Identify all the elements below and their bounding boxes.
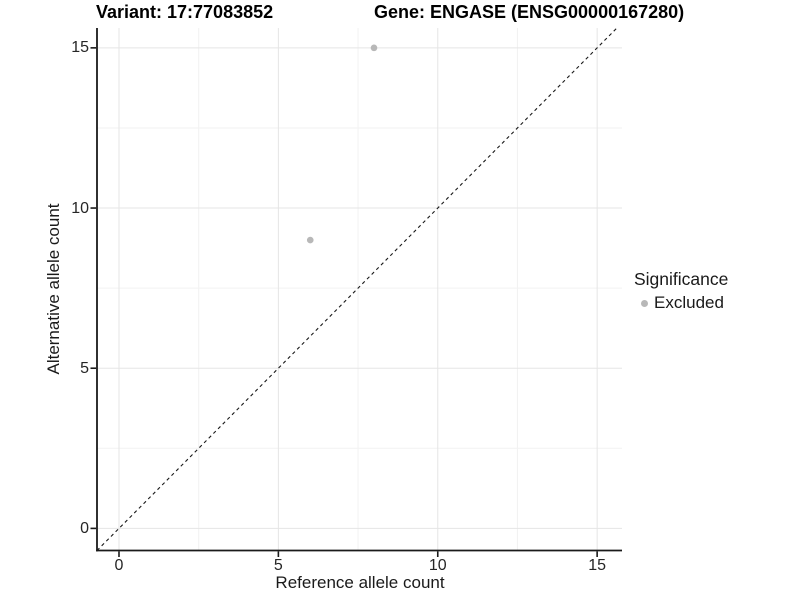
x-axis-label-wrap: Reference allele count (275, 572, 444, 594)
y-tick-label: 0 (80, 519, 89, 537)
x-tick-label: 15 (588, 557, 607, 574)
data-point (306, 236, 314, 244)
x-tick-label: 5 (273, 557, 283, 574)
legend-entries: Excluded (634, 293, 728, 313)
y-tick-label: 15 (71, 39, 89, 57)
identity-reference-line (96, 27, 618, 551)
legend: Significance Excluded (634, 268, 728, 313)
y-axis-label-wrap: Alternative allele count (43, 203, 65, 374)
data-point (370, 44, 378, 52)
plot-title-gene: Gene: ENGASE (ENSG00000167280) (374, 2, 685, 22)
x-tick-label: 0 (114, 557, 124, 574)
plot-title-variant: Variant: 17:77083852 (96, 2, 274, 22)
x-tick-label: 10 (428, 557, 447, 574)
legend-title: Significance (634, 269, 729, 289)
legend-entry: Excluded (634, 293, 728, 313)
legend-entry-label: Excluded (654, 293, 724, 312)
legend-marker-icon (641, 299, 648, 307)
x-axis-label: Reference allele count (275, 573, 445, 592)
y-tick-label: 10 (71, 199, 89, 217)
y-axis-label: Alternative allele count (44, 203, 63, 375)
y-tick-label: 5 (80, 359, 89, 377)
